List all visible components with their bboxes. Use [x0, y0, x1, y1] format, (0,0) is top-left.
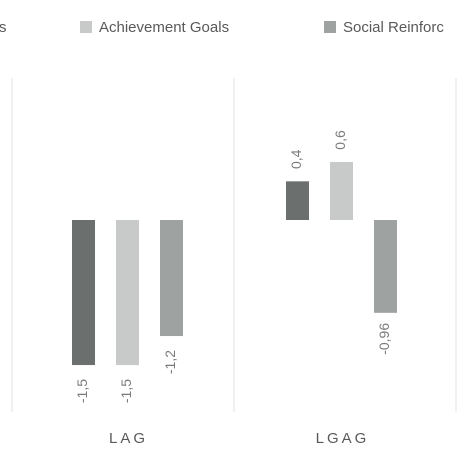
value-label: -1,5 — [118, 379, 134, 403]
bar — [116, 220, 139, 366]
bar — [160, 220, 183, 337]
legend-swatch — [80, 21, 92, 33]
separators — [11, 78, 457, 412]
bar — [286, 181, 309, 220]
category-label: LAG — [109, 430, 148, 447]
legend-label: Social Reinforc — [343, 19, 444, 36]
bar — [72, 220, 95, 366]
value-label: -1,2 — [162, 350, 178, 374]
category-label: LGAG — [316, 430, 370, 447]
legend-label: oals — [0, 19, 7, 36]
bar — [330, 161, 353, 220]
value-label: -0,96 — [376, 323, 392, 355]
bar — [374, 220, 397, 313]
value-label: -1,5 — [74, 379, 90, 403]
legend-label: Achievement Goals — [99, 19, 229, 36]
value-label: 0,4 — [288, 149, 304, 169]
value-label: 0,6 — [332, 130, 348, 150]
legend-swatch — [324, 21, 336, 33]
